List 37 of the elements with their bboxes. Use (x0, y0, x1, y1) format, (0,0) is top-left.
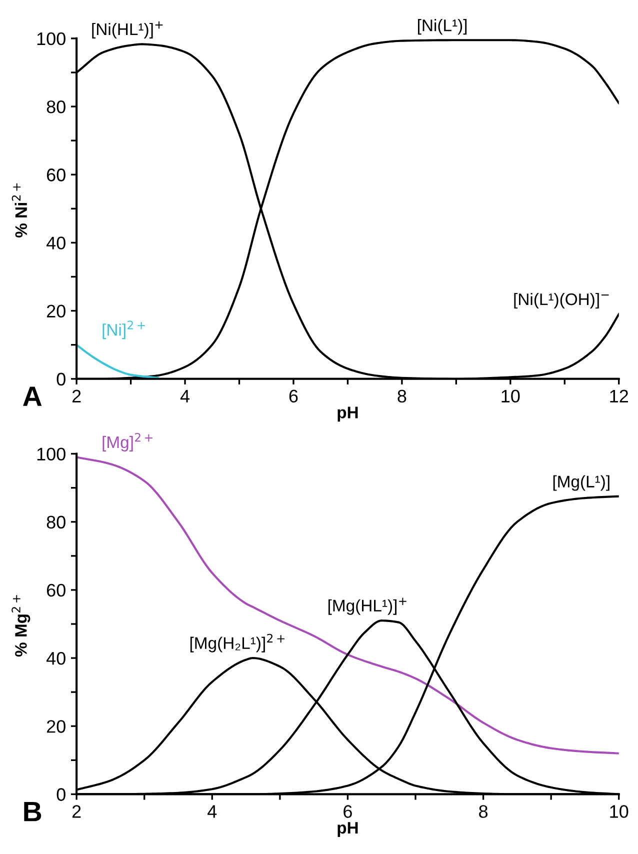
series-label: [Ni]$^{2+}$ (102, 320, 145, 340)
y-tick-label: 40 (46, 652, 66, 665)
x-tick-label: 10 (610, 805, 628, 818)
x-axis-title: pH (338, 822, 358, 838)
series-label: [Ni(L¹)(OH)]$^{−}$ (514, 292, 609, 309)
series-label: [Ni(HL¹)]$^{+}$ (92, 21, 163, 38)
y-tick-label: 40 (46, 236, 66, 250)
x-tick-label: 10 (502, 390, 520, 403)
series-label: [Mg(L¹)] (553, 475, 610, 491)
x-tick-label: 4 (208, 805, 217, 818)
y-tick-label: 80 (46, 516, 66, 529)
y-tick-label: 20 (46, 720, 66, 733)
x-tick-label: 6 (344, 805, 352, 818)
y-axis-title: % Mg$^{2+}$ (12, 595, 30, 657)
y-tick-label: 60 (46, 168, 66, 182)
y-tick-label: 80 (46, 100, 66, 114)
series-label: [Mg]$^{2+}$ (102, 432, 152, 452)
x-tick-label: 2 (72, 390, 81, 402)
text: B (24, 802, 42, 822)
y-tick-label: 100 (37, 448, 66, 460)
x-tick-label: 12 (610, 390, 628, 402)
x-tick-label: 6 (289, 390, 298, 403)
x-tick-label: 8 (398, 390, 406, 403)
y-tick-label: 0 (56, 372, 66, 386)
x-tick-label: 8 (479, 805, 488, 818)
y-tick-label: 60 (46, 584, 66, 597)
series-label: [Mg(HL¹)]$^{+}$ (328, 598, 406, 615)
y-axis-title: % Ni$^{2+}$ (12, 183, 28, 238)
text: A (23, 386, 42, 406)
x-axis-title: pH (338, 406, 358, 422)
x-tick-label: 2 (72, 805, 81, 818)
series-label: [Mg(H₂L¹)]$^{2+}$ (190, 634, 284, 652)
y-tick-label: 100 (37, 32, 66, 46)
x-tick-label: 4 (180, 390, 190, 402)
y-tick-label: 20 (46, 304, 66, 318)
y-tick-label: 0 (56, 788, 66, 801)
series-label: [Ni(L¹)] (418, 19, 467, 35)
